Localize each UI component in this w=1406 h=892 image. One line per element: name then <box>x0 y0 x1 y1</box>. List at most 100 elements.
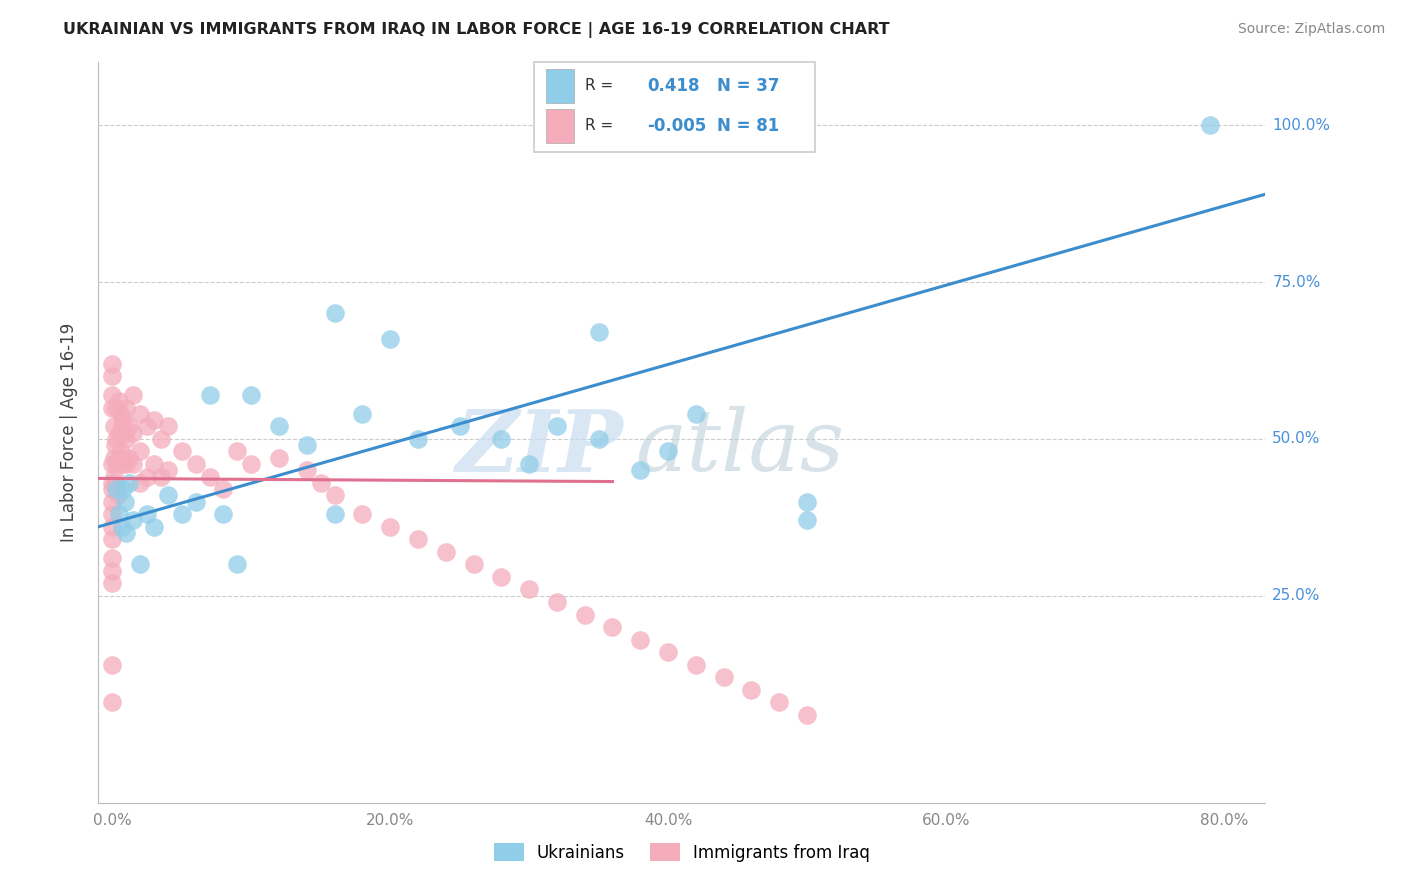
Point <box>101 357 124 371</box>
Text: Source: ZipAtlas.com: Source: ZipAtlas.com <box>1237 22 1385 37</box>
Point <box>226 558 249 572</box>
Point <box>267 419 290 434</box>
Point <box>122 388 145 402</box>
Point <box>101 564 124 578</box>
Point <box>101 576 124 591</box>
Point <box>602 620 624 634</box>
Point <box>112 450 135 465</box>
Text: atlas: atlas <box>636 406 845 489</box>
Point <box>112 482 135 496</box>
Point <box>118 419 141 434</box>
Point <box>104 475 127 490</box>
Point <box>105 401 128 415</box>
Point <box>170 444 193 458</box>
Point <box>380 520 402 534</box>
Point <box>491 570 513 584</box>
Point <box>352 407 374 421</box>
Point <box>267 450 290 465</box>
Point <box>101 369 124 384</box>
Point <box>143 520 166 534</box>
Point <box>103 419 125 434</box>
Point <box>295 438 318 452</box>
Point <box>101 551 124 566</box>
Point <box>115 457 138 471</box>
Point <box>628 632 651 647</box>
Point <box>114 494 136 508</box>
Point <box>184 457 207 471</box>
Point <box>149 469 172 483</box>
Point <box>491 432 513 446</box>
Text: 25.0%: 25.0% <box>1272 588 1320 603</box>
Text: 0.418: 0.418 <box>647 77 699 95</box>
Y-axis label: In Labor Force | Age 16-19: In Labor Force | Age 16-19 <box>59 323 77 542</box>
Point <box>115 526 138 541</box>
Point <box>240 457 263 471</box>
Point <box>240 388 263 402</box>
Point <box>156 463 179 477</box>
Point <box>143 457 166 471</box>
Text: UKRAINIAN VS IMMIGRANTS FROM IRAQ IN LABOR FORCE | AGE 16-19 CORRELATION CHART: UKRAINIAN VS IMMIGRANTS FROM IRAQ IN LAB… <box>63 22 890 38</box>
Point <box>111 457 134 471</box>
Point <box>796 513 818 527</box>
Point <box>108 450 131 465</box>
Point <box>105 432 128 446</box>
Point <box>796 708 818 723</box>
Point <box>380 331 402 345</box>
Point <box>101 657 124 672</box>
Point <box>449 419 471 434</box>
Point <box>136 507 159 521</box>
Point <box>309 475 332 490</box>
Point <box>108 394 131 409</box>
Point <box>108 507 131 521</box>
Point <box>713 670 735 684</box>
Point <box>156 488 179 502</box>
Point <box>129 444 152 458</box>
Point <box>136 469 159 483</box>
Point <box>111 520 134 534</box>
Text: N = 37: N = 37 <box>717 77 779 95</box>
Point <box>115 432 138 446</box>
Point <box>184 494 207 508</box>
Point <box>796 494 818 508</box>
Point <box>198 469 221 483</box>
Text: -0.005: -0.005 <box>647 117 706 135</box>
Text: R =: R = <box>585 119 613 133</box>
Text: R =: R = <box>585 78 613 93</box>
Point <box>110 444 132 458</box>
Point <box>212 507 235 521</box>
Point <box>101 533 124 547</box>
Point <box>574 607 596 622</box>
Point <box>122 457 145 471</box>
Point <box>101 457 124 471</box>
Point <box>101 482 124 496</box>
Point <box>434 545 457 559</box>
Point <box>103 450 125 465</box>
Point <box>114 425 136 440</box>
Point <box>295 463 318 477</box>
Point <box>170 507 193 521</box>
Point <box>588 325 610 339</box>
Point <box>101 494 124 508</box>
Point <box>588 432 610 446</box>
Point <box>517 457 540 471</box>
FancyBboxPatch shape <box>534 62 815 152</box>
Point <box>118 475 141 490</box>
Point <box>546 419 568 434</box>
Point <box>110 407 132 421</box>
Legend: Ukrainians, Immigrants from Iraq: Ukrainians, Immigrants from Iraq <box>486 837 877 869</box>
Point <box>107 488 129 502</box>
Point <box>198 388 221 402</box>
Point <box>685 407 707 421</box>
Point <box>657 645 679 659</box>
Point <box>129 475 152 490</box>
Text: 100.0%: 100.0% <box>1272 118 1330 133</box>
Point <box>406 432 429 446</box>
Point <box>115 401 138 415</box>
Point <box>105 457 128 471</box>
Text: 75.0%: 75.0% <box>1272 275 1320 290</box>
Point <box>657 444 679 458</box>
Point <box>323 507 346 521</box>
Point <box>108 425 131 440</box>
Point <box>768 695 790 709</box>
Point <box>101 401 124 415</box>
